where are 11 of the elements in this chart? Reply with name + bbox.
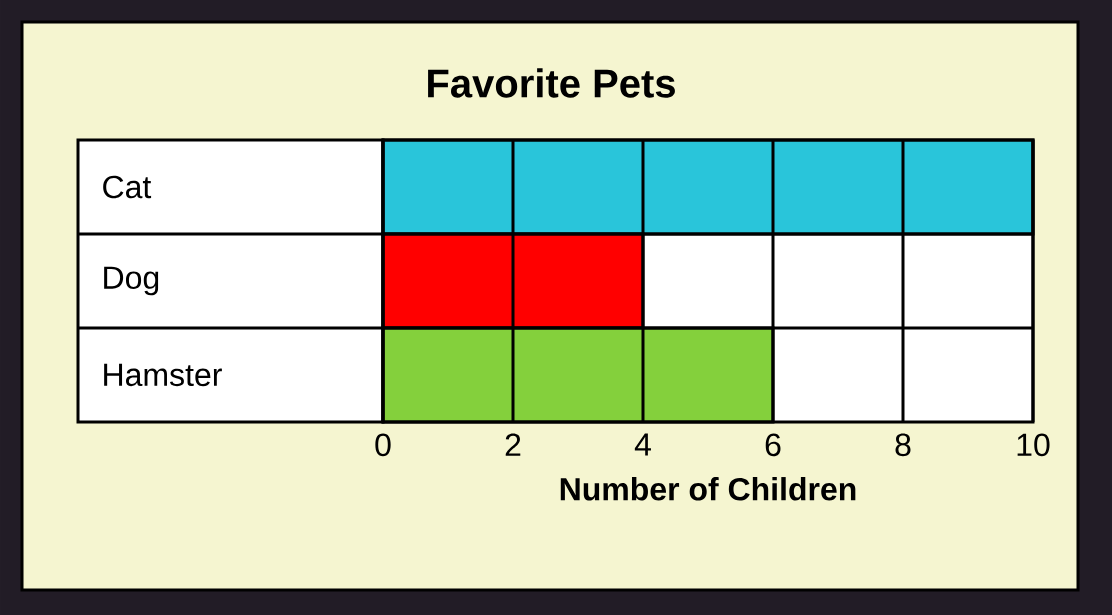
x-tick-label: 4 xyxy=(634,433,651,456)
chart-title: Favorite Pets xyxy=(428,68,675,98)
x-tick-label: 8 xyxy=(895,433,911,457)
y-tick-label: Cat xyxy=(103,175,152,199)
x-tick-label: 6 xyxy=(765,433,781,457)
x-tick-label: 0 xyxy=(375,433,391,457)
x-tick-label: 2 xyxy=(505,433,521,456)
y-tick-label: Hamster xyxy=(104,363,222,387)
y-tick-label: Dog xyxy=(104,266,159,296)
x-tick-label: 10 xyxy=(1017,433,1050,457)
x-axis-title: Number of Children xyxy=(560,477,856,501)
